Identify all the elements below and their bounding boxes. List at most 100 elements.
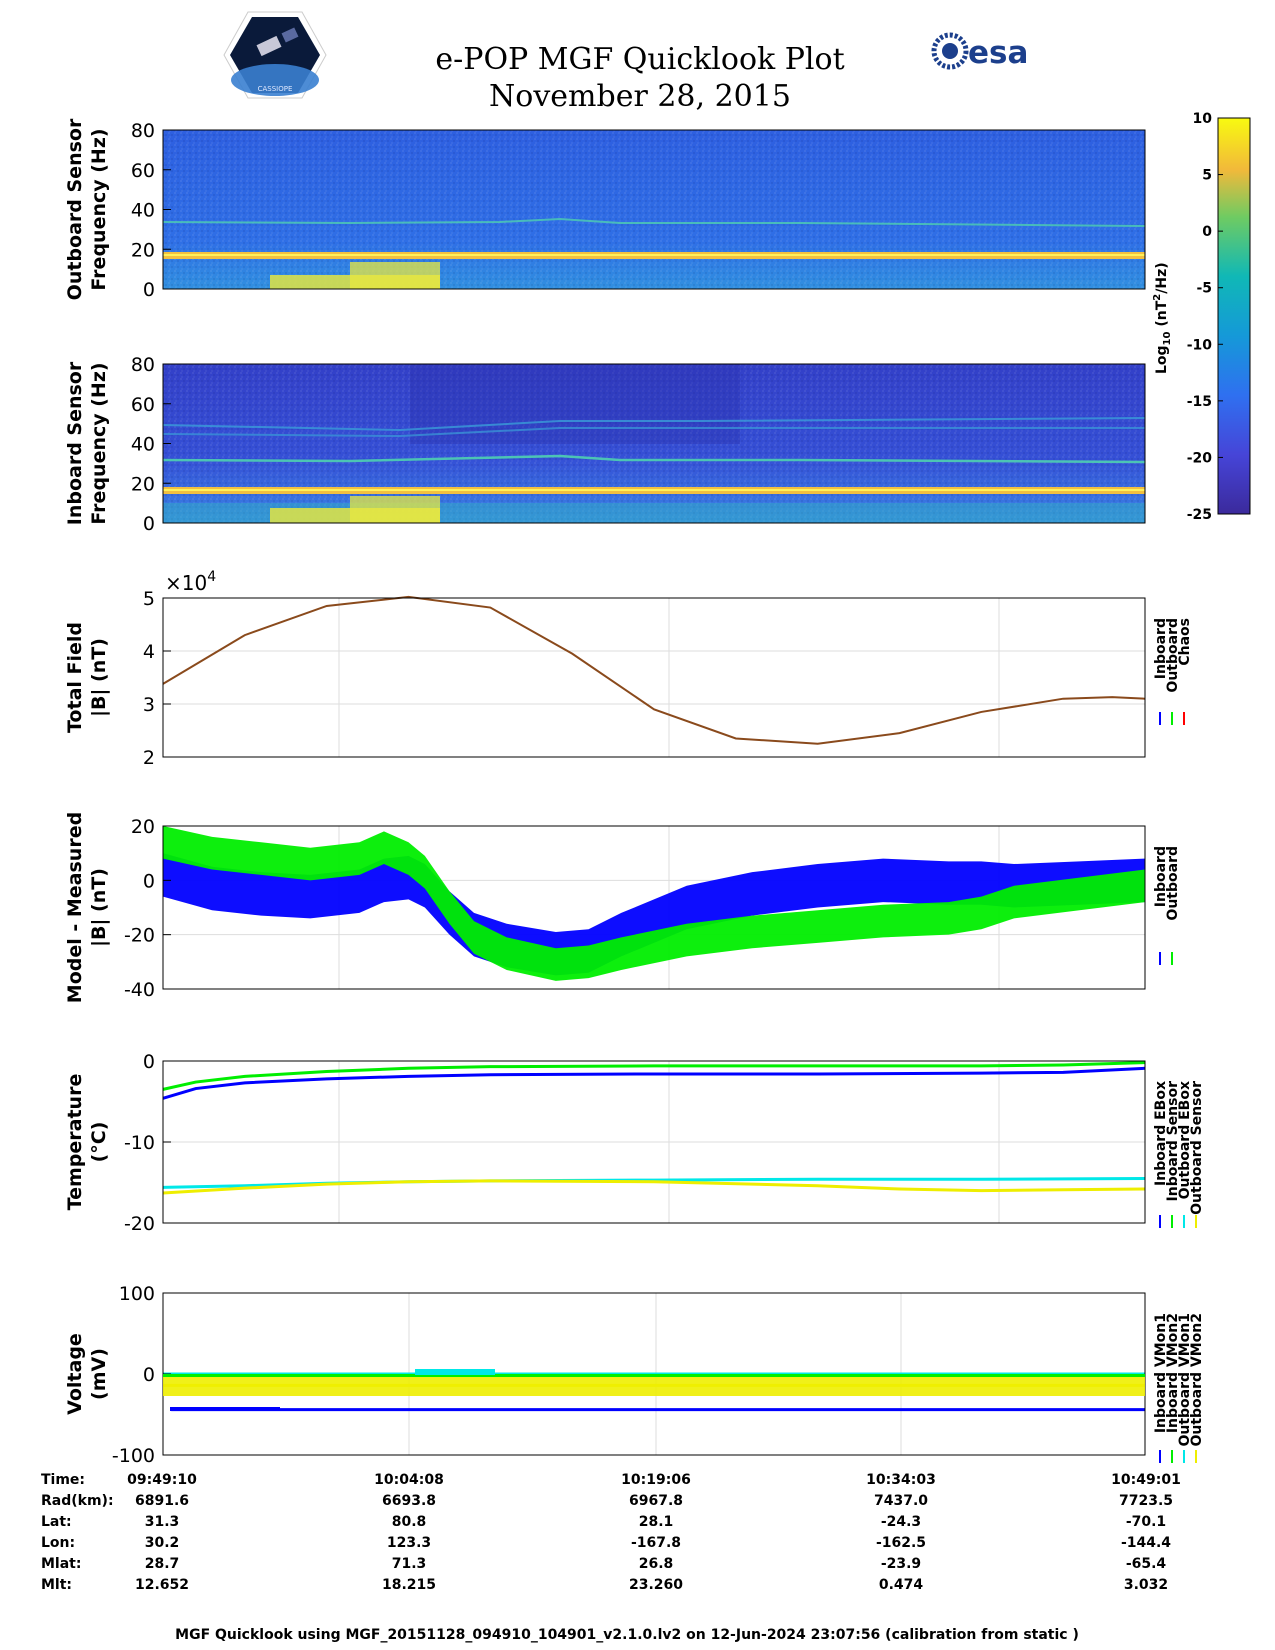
plot-background (163, 598, 1145, 757)
y-axis-label: Inboard Sensor (64, 361, 86, 525)
y-tick-label: 0 (143, 513, 155, 535)
harmonic-line (162, 217, 1146, 227)
colorbar-tick-label: 10 (1193, 111, 1213, 127)
orbit-row-label: Mlat: (41, 1556, 81, 1572)
y-axis-label: (°C) (88, 1122, 110, 1163)
y-tick-label: 60 (131, 160, 155, 182)
data-line (163, 826, 1145, 981)
orbit-cell: 10:34:03 (866, 1472, 936, 1488)
inboard-spectrogram-panel: 0 20 40 60 80 Inboard Sensor Frequency (Hz) (64, 354, 1146, 535)
y-tick-label: 80 (131, 354, 155, 376)
orbit-cell: 80.8 (392, 1514, 427, 1530)
plot-frame (162, 825, 1146, 990)
orbit-cell: 26.8 (639, 1556, 674, 1572)
y-axis-label: Model - Measured (64, 812, 86, 1003)
y-tick-label: 5 (143, 588, 155, 610)
orbit-row-label: Lon: (41, 1535, 75, 1551)
y-tick-label: 40 (131, 434, 155, 456)
y-tick-label: 20 (131, 239, 155, 261)
colorbar-gradient (1217, 117, 1251, 515)
legend-label: Outboard Sensor (1189, 1081, 1205, 1215)
orbit-cell: 10:04:08 (374, 1472, 444, 1488)
mission-logo: CASSIOPE (223, 11, 327, 99)
outboard-vmon1-band (415, 1369, 495, 1375)
y-tick-label: 4 (143, 641, 155, 663)
orbit-cell: 12.652 (135, 1577, 189, 1593)
y-tick-label: -100 (112, 1445, 155, 1467)
data-line (162, 1061, 1146, 1091)
y-tick-label: 0 (143, 1364, 155, 1386)
y-tick-label: 20 (131, 816, 155, 838)
y-axis-label: |B| (nT) (88, 638, 110, 717)
outboard-vmon2-band (163, 1376, 1145, 1396)
mission-logo-text: CASSIOPE (258, 85, 293, 93)
colorbar-label: Log10 (nT2/Hz) (1152, 262, 1173, 374)
exponent-label: ×104 (165, 569, 216, 595)
orbit-row-label: Time: (41, 1472, 85, 1488)
orbit-cell: 18.215 (382, 1577, 436, 1593)
orbit-row-label: Lat: (41, 1514, 72, 1530)
legend-label: Outboard EBox (1177, 1081, 1193, 1199)
data-line (162, 1066, 1146, 1100)
orbit-cell: -24.3 (881, 1514, 921, 1530)
orbit-cell: 6967.8 (629, 1493, 683, 1509)
y-axis-label: Frequency (Hz) (88, 362, 110, 524)
orbit-cell: -65.4 (1126, 1556, 1167, 1572)
legend-label: Outboard (1165, 618, 1181, 693)
orbit-cell: 28.7 (145, 1556, 180, 1572)
legend-label: Inboard Sensor (1165, 1081, 1181, 1202)
y-tick-label: 0 (143, 1051, 155, 1073)
inboard-vmon2-band (163, 1374, 1145, 1377)
y-tick-label: -20 (124, 1213, 155, 1235)
temperature-panel: -20 -10 0 Temperature (°C) Inboard EBoxInboar… (64, 1051, 1205, 1235)
esa-logo-text: esa (968, 35, 1028, 71)
y-axis-label: |B| (nT) (88, 868, 110, 947)
y-axis-label: Frequency (Hz) (88, 128, 110, 290)
orbit-row-label: Rad(km): (41, 1493, 114, 1509)
y-tick-label: -20 (124, 925, 155, 947)
colorbar-tick-label: -10 (1187, 337, 1213, 353)
orbit-cell: -23.9 (881, 1556, 921, 1572)
orbit-cell: 09:49:10 (127, 1472, 197, 1488)
orbit-table: Time: Rad(km): Lat: Lon: Mlat: Mlt: 09:49:10 68… (41, 1472, 1181, 1593)
colorbar-tick-label: 0 (1202, 224, 1212, 240)
colorbar-tick-label: -25 (1187, 507, 1212, 523)
y-tick-label: 0 (143, 279, 155, 301)
y-tick-label: 40 (131, 200, 155, 222)
orbit-cell: 7437.0 (874, 1493, 928, 1509)
data-line (163, 853, 1145, 976)
legend-label: Inboard (1153, 846, 1169, 907)
orbit-cell: 31.3 (145, 1514, 180, 1530)
colorbar-tick-label: 5 (1202, 168, 1212, 184)
orbit-cell: -70.1 (1126, 1514, 1166, 1530)
voltage-panel: -100 0 100 Voltage (mV) Inboard VMon1Inboard … (64, 1283, 1205, 1467)
legend-label: Outboard (1165, 846, 1181, 921)
legend-label: Inboard VMon2 (1165, 1313, 1181, 1433)
orbit-cell: 23.260 (629, 1577, 683, 1593)
model-minus-measured-panel: -40 -20 0 20 Model - Measured |B| (nT) Inboard… (64, 812, 1181, 1003)
legend-label: Outboard VMon1 (1177, 1313, 1193, 1447)
colorbar-tick-label: -15 (1187, 394, 1212, 410)
orbit-cell: 0.474 (879, 1577, 924, 1593)
y-axis-label: Temperature (64, 1074, 86, 1211)
y-tick-label: -10 (124, 1132, 155, 1154)
y-axis-label: Voltage (64, 1333, 86, 1415)
orbit-cell: 123.3 (387, 1535, 431, 1551)
esa-logo: esa (931, 32, 1028, 71)
legend-label: Outboard VMon2 (1189, 1313, 1205, 1447)
orbit-cell: 3.032 (1124, 1577, 1168, 1593)
outboard-spectrogram-panel: 0 20 40 60 80 Outboard Sensor Frequency (Hz) (64, 118, 1146, 301)
legend-label: Inboard EBox (1153, 1081, 1169, 1186)
total-field-panel: 2 3 4 5 Total Field |B| (nT) InboardOutboardCh… (64, 588, 1193, 769)
y-tick-label: 20 (131, 473, 155, 495)
footer-text: MGF Quicklook using MGF_20151128_094910_… (175, 1627, 1079, 1643)
orbit-cell: -144.4 (1121, 1535, 1171, 1551)
legend-label: Chaos (1177, 618, 1193, 666)
y-tick-label: 0 (143, 870, 155, 892)
y-tick-label: 2 (143, 747, 155, 769)
y-axis-label: Total Field (64, 622, 86, 733)
colorbar-tick-label: -20 (1187, 450, 1213, 466)
orbit-cell: 10:49:01 (1111, 1472, 1181, 1488)
orbit-row-label: Mlt: (41, 1577, 72, 1593)
